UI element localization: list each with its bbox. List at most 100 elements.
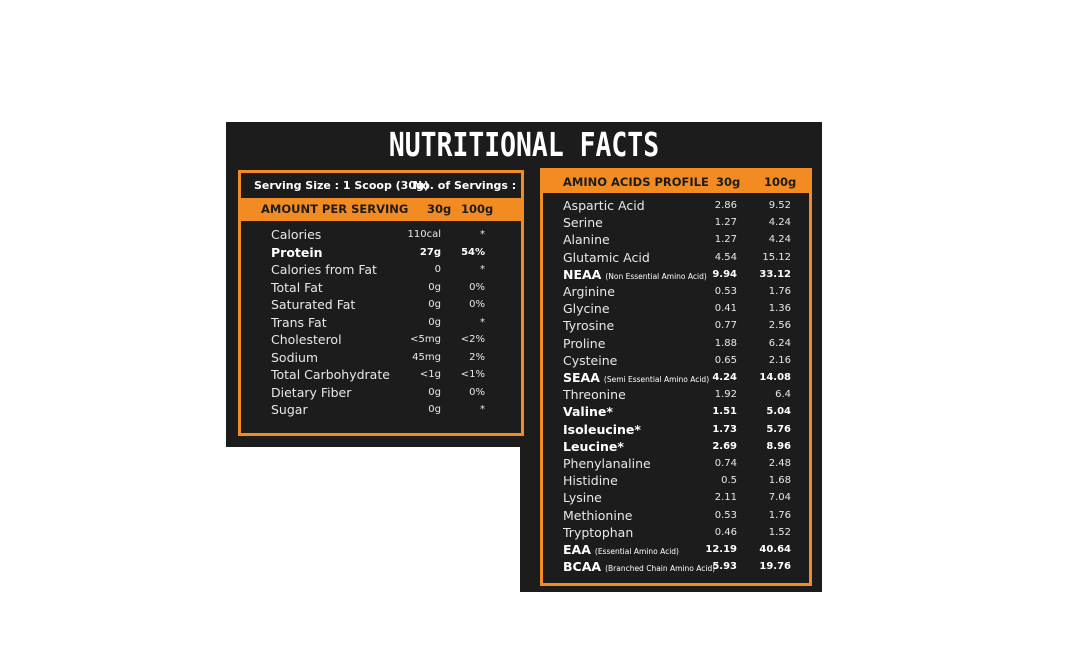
nutrition-row: Saturated Fat 0g 0% (241, 296, 521, 314)
amino-value-30g: 0.5 (721, 475, 737, 487)
amino-name-cell: Glycine (563, 300, 610, 317)
amino-name: Serine (563, 215, 603, 231)
amino-row: Histidine 0.5 1.68 (543, 472, 809, 489)
amino-name: Lysine (563, 490, 602, 506)
amino-name: Arginine (563, 284, 615, 299)
amino-name-cell: Tyrosine (563, 317, 614, 334)
amino-row: Valine* 1.51 5.04 (543, 403, 809, 420)
amino-name-cell: Tryptophan (563, 524, 633, 541)
amino-name-cell: Arginine (563, 283, 615, 300)
amino-value-100g: 4.24 (768, 234, 791, 246)
nutrient-amount: 110cal (407, 229, 442, 240)
amino-name: Alanine (563, 232, 610, 248)
nutrient-amount: 45mg (412, 351, 441, 363)
amino-name: SEAA (563, 370, 600, 385)
amino-value-100g: 19.76 (759, 561, 791, 573)
amino-value-30g: 1.92 (714, 389, 737, 401)
nutrition-row: Total Fat 0g 0% (241, 279, 521, 297)
amino-value-100g: 4.24 (768, 217, 791, 229)
amino-value-100g: 1.76 (768, 286, 791, 297)
amino-value-30g: 0.41 (714, 303, 737, 315)
amino-value-30g: 0.74 (714, 458, 737, 469)
nutrition-row: Sodium 45mg 2% (241, 349, 521, 367)
amino-value-100g: 9.52 (768, 200, 791, 211)
amino-name-cell: Threonine (563, 386, 626, 403)
amino-row: Aspartic Acid 2.86 9.52 (543, 197, 809, 214)
amino-value-30g: 12.19 (705, 544, 737, 555)
amino-value-100g: 8.96 (766, 440, 791, 452)
nutrient-name: Calories (271, 227, 322, 242)
amino-name: Glycine (563, 301, 610, 317)
amino-name: EAA (563, 542, 591, 557)
nutrition-row: Protein 27g 54% (241, 244, 521, 262)
amino-row: BCAA (Branched Chain Amino Acid) 5.93 19.76 (543, 558, 809, 575)
nutrient-percent: <1% (460, 369, 485, 380)
amino-name-cell: Histidine (563, 472, 618, 489)
amino-value-30g: 4.24 (712, 372, 737, 383)
amount-per-serving-header: AMOUNT PER SERVING 30g 100g (241, 198, 521, 221)
amino-name: BCAA (563, 559, 602, 575)
amino-value-100g: 1.76 (768, 509, 791, 521)
amino-row: Isoleucine* 1.73 5.76 (543, 421, 809, 438)
nutrition-box (238, 170, 524, 436)
nutrient-percent: 0% (469, 281, 485, 293)
amino-header-label: AMINO ACIDS PROFILE (563, 175, 709, 189)
amino-value-30g: 0.46 (714, 526, 737, 538)
amino-value-100g: 7.04 (768, 492, 791, 504)
amino-value-100g: 14.08 (759, 372, 791, 383)
nutrient-amount: 0g (428, 386, 441, 398)
amino-value-100g: 1.36 (768, 303, 791, 315)
amino-name-cell: Proline (563, 335, 605, 352)
amino-value-30g: 0.65 (714, 354, 737, 366)
amino-name-cell: SEAA (Semi Essential Amino Acid) (563, 369, 709, 388)
amino-name: Isoleucine* (563, 421, 641, 437)
amino-row: EAA (Essential Amino Acid) 12.19 40.64 (543, 541, 809, 558)
nutrition-row: Trans Fat 0g * (241, 314, 521, 332)
nutrient-name: Sugar (271, 402, 308, 417)
amino-value-30g: 1.27 (714, 234, 737, 246)
amino-value-30g: 1.88 (714, 337, 737, 349)
label-title: NUTRITIONAL FACTS (388, 125, 660, 164)
amino-row: Serine 1.27 4.24 (543, 214, 809, 231)
amino-value-100g: 33.12 (759, 268, 791, 280)
amino-value-100g: 15.12 (762, 251, 791, 263)
amount-header-col2: 100g (461, 202, 494, 216)
nutrient-amount: 0 (434, 264, 441, 275)
amino-value-30g: 0.53 (714, 509, 737, 521)
amino-row: Phenylanaline 0.74 2.48 (543, 455, 809, 472)
nutrient-name: Sodium (271, 349, 319, 365)
amino-name-cell: Glutamic Acid (563, 249, 650, 266)
amino-row: Lysine 2.11 7.04 (543, 489, 809, 506)
nutrient-name: Total Fat (271, 279, 323, 295)
amino-value-30g: 4.54 (714, 251, 737, 263)
amino-row: Glutamic Acid 4.54 15.12 (543, 249, 809, 266)
amino-header-col1: 30g (716, 175, 741, 189)
nutrient-name: Cholesterol (271, 332, 342, 347)
amino-row: Tyrosine 0.77 2.56 (543, 317, 809, 334)
amino-name: Glutamic Acid (563, 249, 650, 265)
amino-name-cell: Methionine (563, 507, 632, 524)
nutrient-amount: <5mg (410, 334, 441, 345)
amino-value-100g: 1.52 (768, 526, 791, 538)
amino-name: Aspartic Acid (563, 198, 645, 213)
amino-name-cell: NEAA (Non Essential Amino Acid) (563, 266, 707, 285)
amino-row: Threonine 1.92 6.4 (543, 386, 809, 403)
amino-name-cell: Cysteine (563, 352, 617, 369)
nutrient-percent: <2% (460, 334, 485, 345)
amino-name-cell: EAA (Essential Amino Acid) (563, 541, 679, 560)
nutrient-name: Protein (271, 244, 323, 260)
nutrient-amount: 0g (428, 299, 441, 310)
nutrient-name: Calories from Fat (271, 262, 377, 277)
amino-subtitle: (Branched Chain Amino Acid) (605, 564, 716, 574)
amino-value-100g: 6.24 (768, 337, 791, 349)
amino-value-100g: 40.64 (759, 544, 791, 555)
amino-value-100g: 6.4 (775, 389, 791, 401)
amino-value-30g: 1.27 (714, 217, 737, 229)
amino-name: Threonine (563, 387, 626, 403)
nutrient-percent: 2% (469, 351, 485, 363)
amino-row: Alanine 1.27 4.24 (543, 231, 809, 248)
amino-row: Glycine 0.41 1.36 (543, 300, 809, 317)
nutrient-amount: 0g (428, 316, 441, 328)
amino-subtitle: (Semi Essential Amino Acid) (603, 375, 710, 384)
amino-name-cell: Serine (563, 214, 603, 231)
